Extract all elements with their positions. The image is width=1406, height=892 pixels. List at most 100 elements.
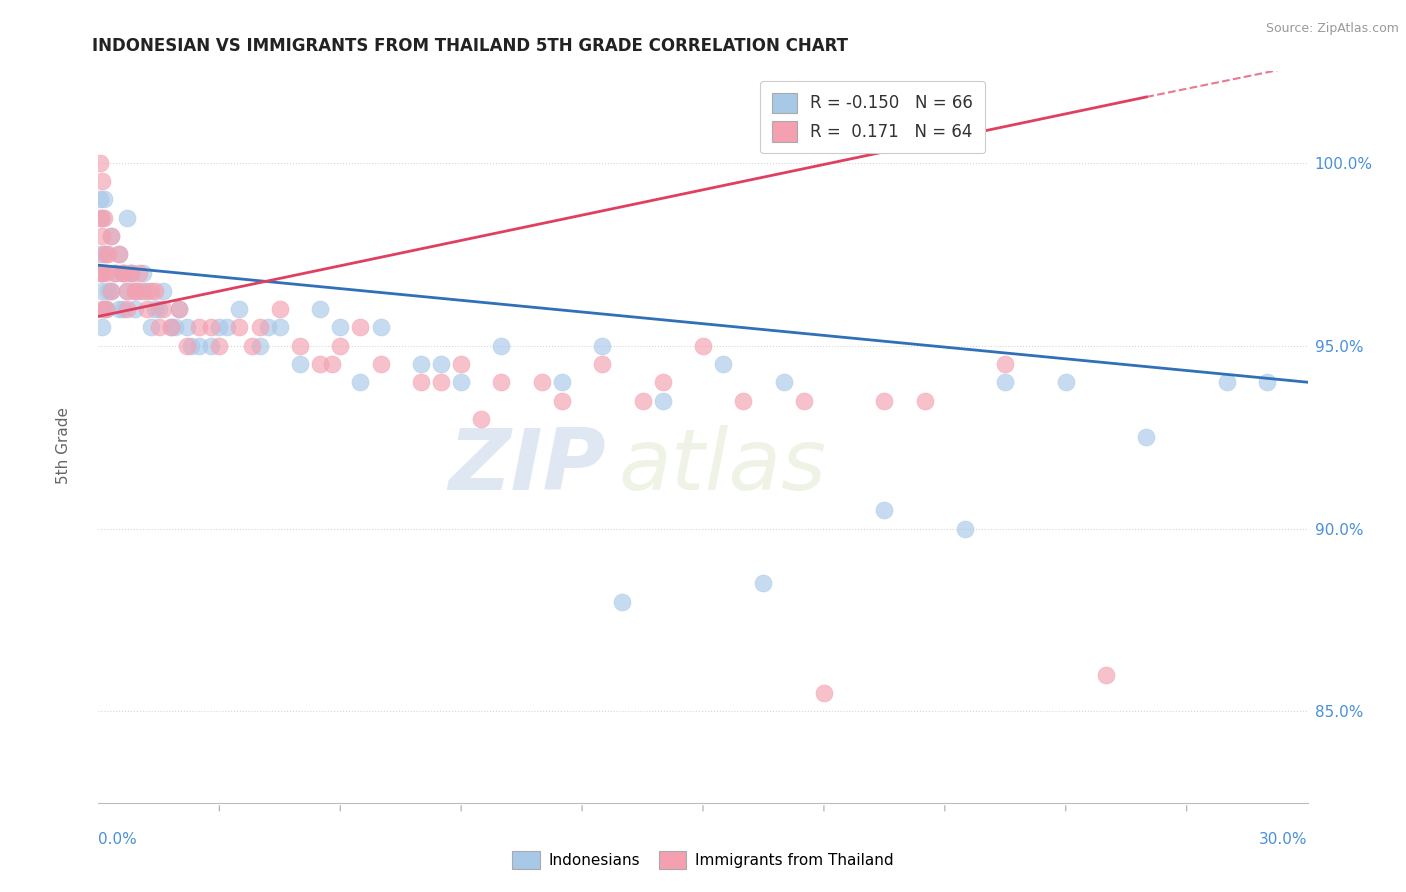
Point [288,339,311,353]
Point [953,521,976,535]
Point [176,339,198,353]
Point [91,211,114,225]
Point [91,228,114,243]
Point [309,357,332,371]
Point [97,284,120,298]
Point [651,393,673,408]
Point [321,357,343,371]
Point [128,284,150,298]
Point [612,594,634,608]
Point [1216,376,1239,390]
Text: Source: ZipAtlas.com: Source: ZipAtlas.com [1265,22,1399,36]
Point [370,320,392,334]
Point [139,284,162,298]
Point [100,228,122,243]
Point [217,320,239,334]
Point [135,284,157,298]
Point [111,265,134,279]
Point [100,228,122,243]
Point [176,320,198,334]
Point [631,393,654,408]
Point [711,357,734,371]
Point [228,320,250,334]
Point [148,301,170,317]
Point [409,376,432,390]
Point [100,284,122,298]
Point [120,265,142,279]
Point [200,320,222,334]
Point [124,284,146,298]
Text: 5th Grade: 5th Grade [56,408,70,484]
Point [89,247,111,261]
Point [994,357,1017,371]
Point [733,393,755,408]
Point [128,265,150,279]
Point [148,320,170,334]
Point [491,339,513,353]
Text: 0.0%: 0.0% [98,832,138,847]
Point [551,393,574,408]
Point [111,265,134,279]
Point [89,211,111,225]
Point [288,357,311,371]
Point [1135,430,1157,444]
Point [132,284,155,298]
Point [96,247,118,261]
Point [269,320,291,334]
Point [93,211,115,225]
Point [107,301,129,317]
Point [1054,376,1077,390]
Point [163,320,186,334]
Point [103,265,125,279]
Point [100,284,122,298]
Point [208,320,231,334]
Point [1095,668,1118,682]
Point [107,247,129,261]
Point [180,339,202,353]
Point [97,247,120,261]
Point [256,320,278,334]
Point [115,284,138,298]
Point [160,320,183,334]
Point [96,301,118,317]
Point [89,265,111,279]
Point [228,301,250,317]
Point [115,284,138,298]
Point [96,301,118,317]
Point [269,301,291,317]
Point [240,339,263,353]
Text: ZIP: ZIP [449,425,606,508]
Point [430,357,453,371]
Point [132,265,155,279]
Point [93,301,115,317]
Point [873,503,896,517]
Point [491,376,513,390]
Point [793,393,815,408]
Point [107,247,129,261]
Point [752,576,775,591]
Point [91,284,114,298]
Point [124,301,146,317]
Legend: R = -0.150   N = 66, R =  0.171   N = 64: R = -0.150 N = 66, R = 0.171 N = 64 [761,81,984,153]
Point [329,339,352,353]
Point [249,320,271,334]
Point [1256,376,1278,390]
Point [91,174,114,188]
Point [135,301,157,317]
Point [188,339,211,353]
Point [591,357,613,371]
Point [551,376,574,390]
Point [91,265,114,279]
Point [115,211,138,225]
Point [167,301,190,317]
Point [91,265,114,279]
Point [813,686,835,700]
Point [309,301,332,317]
Point [93,247,115,261]
Point [120,265,142,279]
Point [651,376,673,390]
Point [143,301,166,317]
Point [115,301,138,317]
Legend: Indonesians, Immigrants from Thailand: Indonesians, Immigrants from Thailand [506,845,900,875]
Point [249,339,271,353]
